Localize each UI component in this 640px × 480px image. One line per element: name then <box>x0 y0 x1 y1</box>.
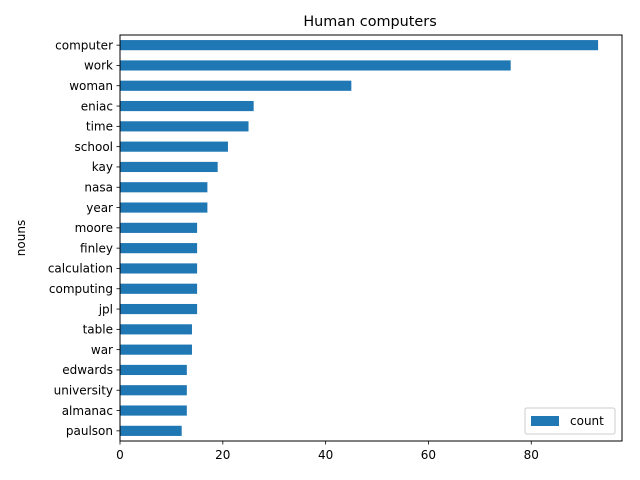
bar-almanac <box>120 405 187 416</box>
x-tick-label: 80 <box>524 448 539 462</box>
legend: count <box>524 407 616 435</box>
y-tick-label: edwards <box>62 363 113 377</box>
y-tick-label: almanac <box>62 404 113 418</box>
legend-swatch <box>531 416 559 426</box>
bar-time <box>120 121 249 132</box>
y-axis-label: nouns <box>14 220 28 256</box>
x-tick-label: 20 <box>215 448 230 462</box>
legend-box <box>524 407 616 435</box>
y-tick-label: table <box>83 323 113 337</box>
bar-school <box>120 141 228 152</box>
y-tick-label: finley <box>80 241 113 255</box>
y-tick-label: nasa <box>84 180 113 194</box>
x-axis-ticks: 0 20 40 60 80 <box>116 441 539 462</box>
y-tick-label: time <box>86 120 113 134</box>
y-tick-label: woman <box>69 79 113 93</box>
bar-moore <box>120 222 198 233</box>
y-tick-label: war <box>91 343 113 357</box>
bar-calculation <box>120 263 198 274</box>
y-tick-label: jpl <box>98 302 113 316</box>
bar-nasa <box>120 182 208 193</box>
y-tick-label: work <box>84 59 113 73</box>
y-tick-label: year <box>86 201 113 215</box>
bar-university <box>120 385 187 396</box>
bar-work <box>120 60 511 71</box>
y-tick-label: calculation <box>48 262 113 276</box>
plot-frame <box>119 34 623 442</box>
y-tick-label: moore <box>75 221 113 235</box>
bars-group <box>120 40 599 436</box>
bar-kay <box>120 161 218 173</box>
legend-label: count <box>570 414 604 428</box>
y-tick-label: computer <box>55 38 113 52</box>
chart-title: Human computers <box>303 14 436 30</box>
y-tick-label: university <box>54 383 113 397</box>
bar-paulson <box>120 425 182 436</box>
bar-year <box>120 202 208 213</box>
y-tick-label: kay <box>92 160 113 174</box>
y-tick-label: eniac <box>81 99 113 113</box>
bar-table <box>120 324 192 335</box>
bar-edwards <box>120 364 187 376</box>
x-tick-label: 60 <box>421 448 436 462</box>
bar-eniac <box>120 100 254 112</box>
bar-jpl <box>120 303 198 315</box>
y-tick-label: computing <box>49 282 113 296</box>
y-tick-label: school <box>75 140 113 154</box>
y-axis-ticks: computer work woman eniac time school kay nasa y… <box>48 38 120 438</box>
bar-computing <box>120 283 198 294</box>
bar-computer <box>120 40 599 51</box>
y-tick-label: paulson <box>66 424 113 438</box>
x-tick-label: 40 <box>318 448 333 462</box>
bar-woman <box>120 80 352 91</box>
x-tick-label: 0 <box>116 448 124 462</box>
bar-finley <box>120 243 198 254</box>
bar-war <box>120 344 192 355</box>
